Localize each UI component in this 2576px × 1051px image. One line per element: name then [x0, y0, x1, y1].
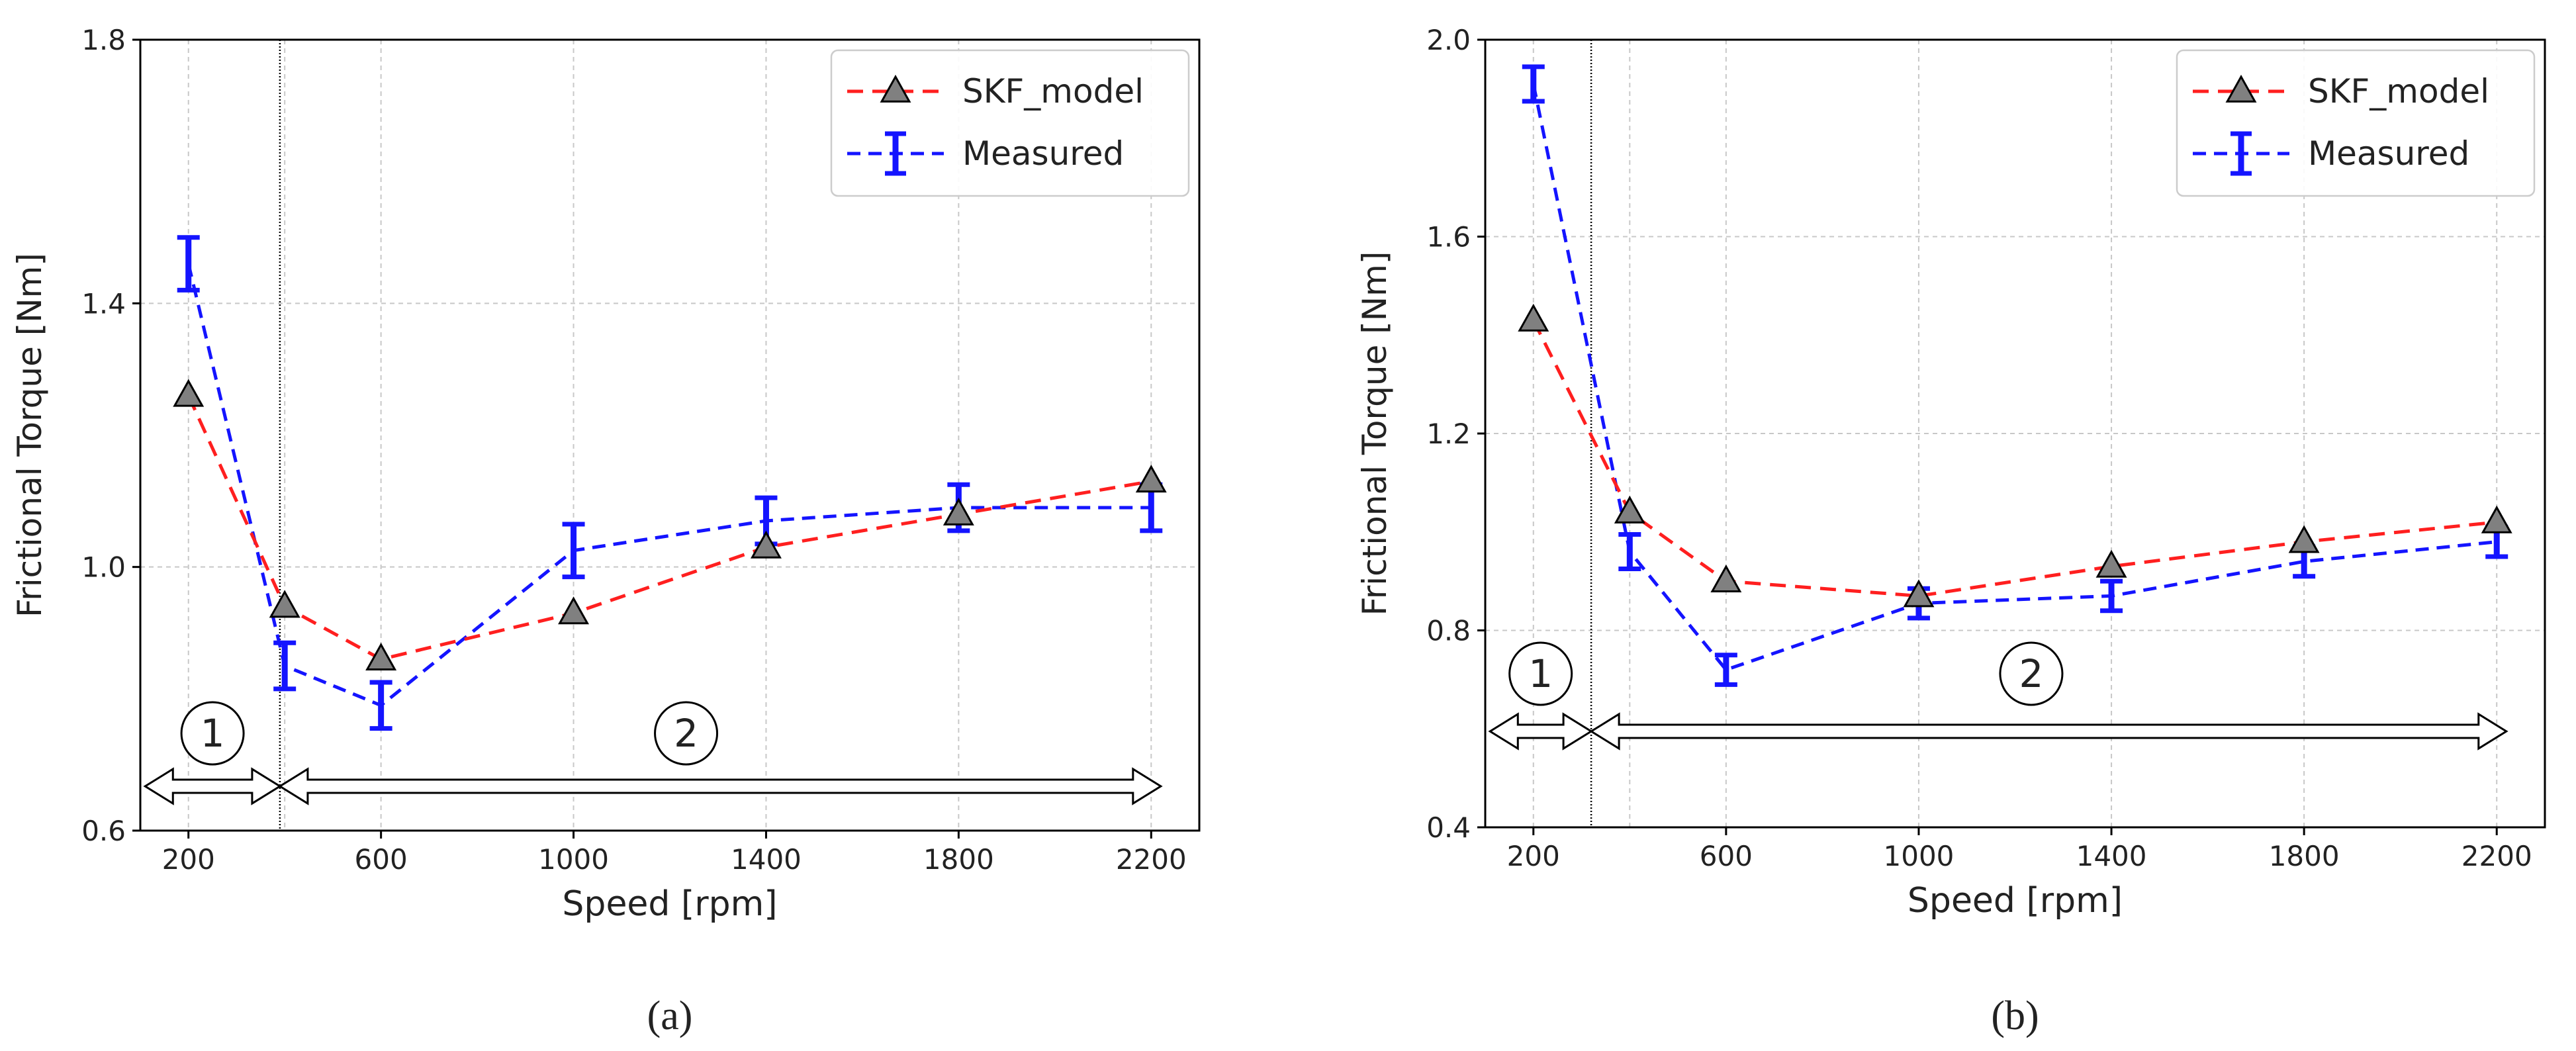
- chart-a-xtick-label-200: 200: [162, 843, 215, 876]
- chart-a-legend-box: [830, 49, 1190, 197]
- chart-a-skf-point-1000: [558, 596, 590, 625]
- chart-b-ytick-label-2: 2.0: [1426, 24, 1471, 56]
- chart-a-legend-skf-marker: [880, 74, 911, 103]
- chart-a-region-label-2: 2: [674, 711, 698, 756]
- chart-a-region-circle-2: [654, 701, 719, 766]
- chart-a-region-label-1: 1: [201, 711, 225, 756]
- chart-a-ytick-label-1.8: 1.8: [81, 24, 126, 56]
- chart-a-xtick-label-600: 600: [355, 843, 408, 876]
- chart-b-legend-skf-label: SKF_model: [2308, 72, 2489, 111]
- chart-a-region-arrow-1: [143, 767, 282, 805]
- chart-b-skf-point-1400: [2095, 549, 2127, 578]
- chart-a-skf-point-1400: [750, 530, 782, 559]
- chart-b-region-circle-2: [1999, 641, 2064, 706]
- chart-b-skf-point-600: [1710, 565, 1742, 593]
- chart-a-skf-point-200: [173, 379, 205, 407]
- chart-a-measured-errorbar-400: [273, 640, 297, 692]
- chart-a-series-measured-line: [187, 263, 1152, 708]
- chart-a-region-arrow-2: [278, 767, 1163, 805]
- chart-b-caption: (b): [1991, 993, 2039, 1038]
- chart-a-ytick-label-1.4: 1.4: [81, 287, 126, 320]
- chart-a-xtick-label-1400: 1400: [731, 843, 802, 876]
- chart-b-region-arrow-1: [1488, 712, 1593, 751]
- chart-b-skf-point-2200: [2481, 505, 2512, 533]
- chart-b-series-skf-line: [1532, 319, 2497, 598]
- chart-a-ytick-label-1: 1.0: [81, 551, 126, 584]
- chart-b-skf-point-1800: [2288, 525, 2320, 553]
- chart-b-ytick-label-0.4: 0.4: [1426, 811, 1471, 844]
- chart-b-legend-measured-label: Measured: [2308, 134, 2469, 173]
- chart-b-skf-point-200: [1518, 303, 1549, 332]
- chart-b-xtick-label-2200: 2200: [2461, 840, 2532, 872]
- chart-b-xtick-label-1400: 1400: [2076, 840, 2147, 872]
- chart-b-xtick-label-200: 200: [1507, 840, 1560, 872]
- chart-b-measured-errorbar-1400: [2100, 578, 2123, 614]
- chart-a-region-circle-1: [180, 701, 245, 766]
- chart-a-xtick-label-2200: 2200: [1116, 843, 1187, 876]
- chart-a-skf-point-600: [365, 643, 397, 670]
- chart-a-caption: (a): [647, 993, 693, 1038]
- chart-b-region-arrow-2: [1589, 712, 2508, 751]
- chart-b-legend: SKF_model Measured: [2176, 49, 2536, 197]
- chart-a-measured-errorbar-1000: [562, 522, 585, 580]
- chart-a-axes-frame: [139, 38, 1201, 832]
- chart-a-series-skf-line: [187, 394, 1152, 661]
- chart-b-region-circle-1: [1508, 641, 1573, 706]
- chart-b-xtick-label-1000: 1000: [1884, 840, 1955, 872]
- chart-b-xlabel: Speed [rpm]: [1908, 881, 2123, 921]
- chart-a-legend-measured-label: Measured: [962, 134, 1124, 173]
- chart-b-region-label-2: 2: [2019, 651, 2044, 696]
- chart-a-skf-point-1800: [943, 497, 974, 526]
- chart-a-xlabel: Speed [rpm]: [562, 884, 777, 924]
- chart-panel-b: 1 2200 600 1000 1400 1800 22000.40.81.21.62.0S…: [1356, 24, 2546, 1038]
- chart-b-ytick-label-1.2: 1.2: [1426, 418, 1471, 450]
- chart-b-ylabel: Frictional Torque [Nm]: [1356, 251, 1394, 616]
- chart-a-measured-errorbar-600: [369, 680, 392, 731]
- chart-b-skf-point-400: [1614, 495, 1645, 524]
- chart-b-skf-point-1000: [1903, 579, 1935, 608]
- chart-a-xtick-label-1800: 1800: [923, 843, 994, 876]
- chart-b-region-label-1: 1: [1528, 651, 1553, 696]
- chart-a-legend: SKF_model Measured: [830, 49, 1190, 197]
- chart-b-legend-skf-marker: [2225, 74, 2257, 103]
- chart-b-ytick-label-1.6: 1.6: [1426, 221, 1471, 253]
- chart-a-xtick-label-1000: 1000: [538, 843, 609, 876]
- chart-b-measured-errorbar-400: [1618, 531, 1641, 572]
- chart-b-xtick-label-1800: 1800: [2269, 840, 2340, 872]
- chart-a-skf-point-2200: [1135, 465, 1167, 493]
- chart-a-ylabel: Frictional Torque [Nm]: [11, 253, 49, 617]
- chart-b-ytick-label-0.8: 0.8: [1426, 615, 1471, 647]
- chart-b-legend-box: [2176, 49, 2536, 197]
- chart-b-measured-errorbar-600: [1714, 653, 1737, 687]
- chart-a-measured-errorbar-200: [177, 235, 200, 293]
- chart-b-xtick-label-600: 600: [1700, 840, 1753, 872]
- chart-panel-a: 1 2200 600 1000 1400 1800 22000.61.01.41.8Spee…: [11, 24, 1201, 1038]
- chart-a-skf-point-400: [269, 590, 300, 618]
- chart-b-measured-errorbar-200: [1522, 64, 1545, 104]
- chart-a-legend-skf-label: SKF_model: [962, 72, 1144, 111]
- chart-a-ytick-label-0.6: 0.6: [81, 815, 126, 847]
